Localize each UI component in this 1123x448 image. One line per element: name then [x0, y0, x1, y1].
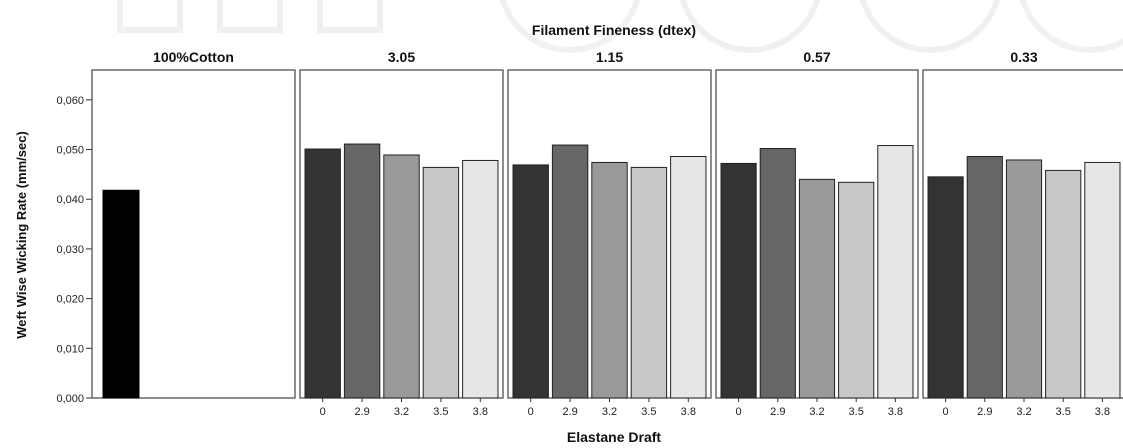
bar	[591, 161, 628, 399]
y-tick-label: 0,010	[56, 343, 84, 355]
x-tick-label: 3.2	[809, 406, 824, 418]
bar	[551, 144, 589, 399]
bar	[1045, 169, 1082, 399]
x-tick-label: 3.5	[849, 406, 864, 418]
bar	[383, 154, 420, 399]
bar	[512, 164, 549, 399]
y-axis-label: Weft Wise Wicking Rate (mm/sec)	[14, 131, 29, 339]
bar	[102, 189, 140, 399]
x-tick-label: 0	[528, 406, 534, 418]
bar	[462, 159, 499, 399]
x-tick-label: 3.5	[641, 406, 656, 418]
x-tick-label: 3.8	[473, 406, 488, 418]
panel-header: 100%Cotton	[153, 49, 234, 65]
y-tick-label: 0,000	[56, 393, 84, 405]
x-tick-label: 0	[736, 406, 742, 418]
panel: 0.33 0 2.9 3.2 3.5 3.8	[922, 49, 1123, 418]
bar	[1005, 159, 1043, 399]
x-tick-label: 3.2	[602, 406, 617, 418]
y-tick-label: 0,050	[56, 145, 84, 157]
panel: 3.05 0 2.9 3.2 3.5 3.8	[299, 49, 504, 418]
chart-title: Filament Fineness (dtex)	[532, 22, 696, 38]
bar	[838, 181, 875, 399]
x-tick-label: 3.2	[1016, 406, 1031, 418]
x-tick-label: 2.9	[770, 406, 785, 418]
panel-header: 1.15	[596, 49, 623, 65]
x-tick-label: 3.8	[1095, 406, 1110, 418]
x-tick-label: 2.9	[562, 406, 577, 418]
x-tick-label: 3.8	[888, 406, 903, 418]
bar	[304, 148, 341, 399]
panel-header: 0.33	[1010, 49, 1037, 65]
y-tick-label: 0,060	[56, 95, 84, 107]
watermark	[117, 0, 1123, 53]
bar	[877, 145, 914, 399]
bar	[798, 178, 836, 399]
x-axis-label: Elastane Draft	[567, 429, 661, 445]
bar	[630, 166, 668, 399]
y-tick-label: 0,040	[56, 194, 84, 206]
x-tick-label: 3.8	[681, 406, 696, 418]
bar	[1084, 161, 1121, 399]
bar	[927, 176, 964, 399]
x-tick-label: 3.5	[433, 406, 448, 418]
panel: 1.15 0 2.9 3.2 3.5 3.8	[507, 49, 712, 418]
bar	[966, 155, 1003, 399]
y-tick-label: 0,020	[56, 294, 84, 306]
panels: 100%Cotton 3.050 2.9 3.2 3.5 3.81.150 2.9 3.2 3.…	[91, 49, 1123, 418]
y-axis: 0,000 0,010 0,020 0,030 0,040 0,050 0,060	[56, 95, 92, 405]
x-tick-label: 0	[943, 406, 949, 418]
bar	[422, 166, 460, 399]
bar	[343, 143, 381, 399]
x-tick-label: 3.2	[394, 406, 409, 418]
panel-header: 0.57	[803, 49, 830, 65]
x-tick-label: 0	[320, 406, 326, 418]
bar	[720, 162, 757, 399]
bar	[759, 148, 796, 399]
panel: 100%Cotton	[91, 49, 296, 399]
panel-header: 3.05	[388, 49, 415, 65]
x-tick-label: 3.5	[1056, 406, 1071, 418]
y-tick-label: 0,030	[56, 244, 84, 256]
panel: 0.57 0 2.9 3.2 3.5 3.8	[715, 49, 919, 418]
x-tick-label: 2.9	[977, 406, 992, 418]
bar	[670, 155, 707, 399]
x-tick-label: 2.9	[354, 406, 369, 418]
